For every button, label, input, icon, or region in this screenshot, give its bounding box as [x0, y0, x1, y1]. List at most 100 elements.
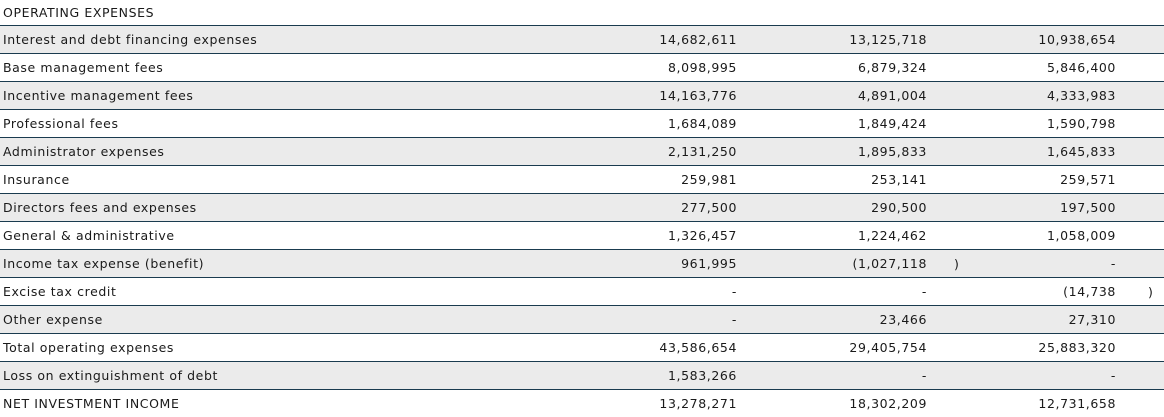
value-col-1: 13,278,271 — [577, 390, 748, 417]
value-col-2: 1,224,462 — [748, 222, 943, 250]
row-label-value: Other expense — [3, 312, 103, 327]
row-label-value: Total operating expenses — [3, 340, 174, 355]
value-col-1-value: 14,682,611 — [659, 32, 737, 47]
value-col-1: 961,995 — [577, 250, 748, 278]
row-label: Excise tax credit — [0, 278, 577, 306]
row-label: Incentive management fees — [0, 82, 577, 110]
value-col-2: 6,879,324 — [748, 54, 943, 82]
value-col-1-value: - — [732, 284, 737, 299]
table-row: Excise tax credit - - (14,738) — [0, 278, 1164, 306]
value-col-3-value: 1,645,833 — [1047, 144, 1116, 159]
paren-close: ) — [1148, 284, 1153, 299]
value-col-3-value: 12,731,658 — [1038, 396, 1116, 411]
value-col-3-value: - — [1111, 256, 1116, 271]
value-col-3: 27,310 — [943, 306, 1137, 334]
value-col-3: 259,571 — [943, 166, 1137, 194]
value-col-1-value: 961,995 — [681, 256, 737, 271]
value-col-1-value: 13,278,271 — [659, 396, 737, 411]
value-col-2: 1,849,424 — [748, 110, 943, 138]
value-col-1-value: 43,586,654 — [659, 340, 737, 355]
value-col-2: 4,891,004 — [748, 82, 943, 110]
value-col-2: 18,302,209 — [748, 390, 943, 417]
value-col-2-value: 4,891,004 — [858, 88, 927, 103]
value-col-2: 29,405,754 — [748, 334, 943, 362]
value-col-2-value: 290,500 — [871, 200, 927, 215]
value-col-2: (1,027,118 — [748, 250, 943, 278]
row-label: Base management fees — [0, 54, 577, 82]
value-col-2-value: 23,466 — [880, 312, 927, 327]
value-col-2-value: 18,302,209 — [849, 396, 927, 411]
row-label-value: General & administrative — [3, 228, 175, 243]
value-col-2-value: 6,879,324 — [858, 60, 927, 75]
row-label-value: Income tax expense (benefit) — [3, 256, 204, 271]
value-col-1: 1,583,266 — [577, 362, 748, 390]
value-col-2-value: - — [922, 284, 927, 299]
table-row: Incentive management fees 14,163,776 4,891… — [0, 82, 1164, 110]
value-col-3: 5,846,400 — [943, 54, 1137, 82]
row-label: NET INVESTMENT INCOME — [0, 390, 577, 417]
value-col-1: 14,163,776 — [577, 82, 748, 110]
value-col-3: 1,058,009 — [943, 222, 1137, 250]
value-col-3: (14,738 — [943, 278, 1137, 306]
value-col-2: 253,141 — [748, 166, 943, 194]
value-col-3: - — [943, 362, 1137, 390]
row-label: General & administrative — [0, 222, 577, 250]
paren-close: ) — [954, 256, 959, 271]
value-col-1: 43,586,654 — [577, 334, 748, 362]
row-label-value: Professional fees — [3, 116, 119, 131]
value-col-1-value: 259,981 — [681, 172, 737, 187]
row-label-value: Administrator expenses — [3, 144, 165, 159]
value-col-1: 259,981 — [577, 166, 748, 194]
table-row: Interest and debt financing expenses 14,6… — [0, 26, 1164, 54]
value-col-3-value: 259,571 — [1060, 172, 1116, 187]
value-col-1-value: 2,131,250 — [668, 144, 737, 159]
value-col-3-value: 4,333,983 — [1047, 88, 1116, 103]
value-col-2-value: - — [922, 368, 927, 383]
value-col-3: 25,883,320 — [943, 334, 1137, 362]
table-row: Total operating expenses 43,586,654 29,405… — [0, 334, 1164, 362]
table-row: Other expense - 23,466 27,310 — [0, 306, 1164, 334]
value-col-3-value: 5,846,400 — [1047, 60, 1116, 75]
value-col-2-value: 253,141 — [871, 172, 927, 187]
value-col-3: 1,645,833 — [943, 138, 1137, 166]
value-col-1: 1,326,457 — [577, 222, 748, 250]
row-label: Other expense — [0, 306, 577, 334]
value-col-3-value: (14,738 — [1063, 284, 1116, 299]
table-row: Professional fees 1,684,089 1,849,424 1,590… — [0, 110, 1164, 138]
value-col-1: 277,500 — [577, 194, 748, 222]
value-col-2: 1,895,833 — [748, 138, 943, 166]
row-label-value: Interest and debt financing expenses — [3, 32, 257, 47]
table-row: NET INVESTMENT INCOME 13,278,271 18,302,20… — [0, 390, 1164, 417]
row-label-value: NET INVESTMENT INCOME — [3, 396, 179, 411]
row-label: Administrator expenses — [0, 138, 577, 166]
value-col-3-value: 25,883,320 — [1038, 340, 1116, 355]
value-col-3-value: 1,058,009 — [1047, 228, 1116, 243]
value-col-3-value: 1,590,798 — [1047, 116, 1116, 131]
value-col-3: 4,333,983 — [943, 82, 1137, 110]
value-col-3: 197,500 — [943, 194, 1137, 222]
row-label: Directors fees and expenses — [0, 194, 577, 222]
value-col-2: - — [748, 278, 943, 306]
value-col-1: - — [577, 306, 748, 334]
value-col-1: 1,684,089 — [577, 110, 748, 138]
value-col-1-value: 1,684,089 — [668, 116, 737, 131]
value-col-3: 10,938,654 — [943, 26, 1137, 54]
value-col-2-value: 13,125,718 — [849, 32, 927, 47]
section-title: OPERATING EXPENSES — [0, 0, 577, 26]
row-label: Interest and debt financing expenses — [0, 26, 577, 54]
value-col-1: 14,682,611 — [577, 26, 748, 54]
value-col-3: 12,731,658 — [943, 390, 1137, 417]
section-header-row: OPERATING EXPENSES — [0, 0, 1164, 26]
value-col-1: - — [577, 278, 748, 306]
value-col-3: -) — [943, 250, 1137, 278]
value-col-1-value: 8,098,995 — [668, 60, 737, 75]
table-row: Administrator expenses 2,131,250 1,895,833… — [0, 138, 1164, 166]
table-row: Income tax expense (benefit) 961,995 (1,02… — [0, 250, 1164, 278]
row-label-value: Excise tax credit — [3, 284, 116, 299]
row-label: Income tax expense (benefit) — [0, 250, 577, 278]
row-label-value: Incentive management fees — [3, 88, 194, 103]
